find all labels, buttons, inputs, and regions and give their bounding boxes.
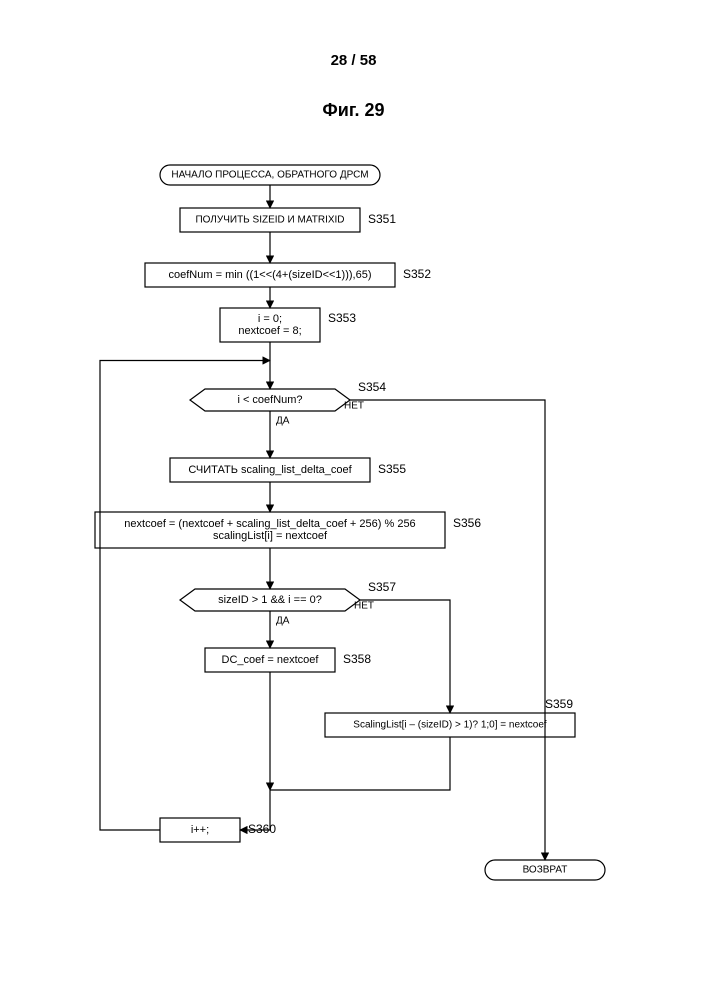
- flowchart: НАЧАЛО ПРОЦЕССА, ОБРАТНОГО ДРСМ ПОЛУЧИТЬ …: [0, 0, 707, 1000]
- s354-yes: ДА: [276, 416, 290, 427]
- start-terminal-label: НАЧАЛО ПРОЦЕССА, ОБРАТНОГО ДРСМ: [171, 170, 368, 181]
- s359-box-text: ScalingList[i – (sizeID) > 1)? 1;0] = ne…: [353, 720, 547, 731]
- s354-decision-text: i < coefNum?: [237, 394, 302, 406]
- s356-box-text: nextcoef = (nextcoef + scaling_list_delt…: [124, 518, 415, 530]
- flowline: [270, 737, 450, 790]
- s360-label: S360: [248, 822, 276, 836]
- s351-label: S351: [368, 212, 396, 226]
- return-terminal-label: ВОЗВРАТ: [523, 865, 568, 876]
- s353-label: S353: [328, 311, 356, 325]
- s358-label: S358: [343, 652, 371, 666]
- s354-label: S354: [358, 380, 386, 394]
- s357-decision-text: sizeID > 1 && i == 0?: [218, 594, 322, 606]
- s357-yes: ДА: [276, 616, 290, 627]
- s353-box-text: i = 0;: [258, 313, 282, 325]
- s357-no: НЕТ: [354, 601, 374, 612]
- s351-box-text: ПОЛУЧИТЬ SIZEID И MATRIXID: [195, 215, 344, 226]
- s356-label: S356: [453, 516, 481, 530]
- flowline: [360, 600, 450, 713]
- s355-box-text: СЧИТАТЬ scaling_list_delta_coef: [188, 464, 352, 476]
- s352-label: S352: [403, 267, 431, 281]
- s352-box-text: coefNum = min ((1<<(4+(sizeID<<1))),65): [169, 269, 372, 281]
- s357-label: S357: [368, 580, 396, 594]
- s354-no: НЕТ: [344, 401, 364, 412]
- s356-box-text: scalingList[i] = nextcoef: [213, 530, 328, 542]
- s355-label: S355: [378, 462, 406, 476]
- s360-box-text: i++;: [191, 824, 209, 836]
- s359-label: S359: [545, 697, 573, 711]
- s358-box-text: DC_coef = nextcoef: [222, 654, 320, 666]
- s353-box-text: nextcoef = 8;: [238, 325, 301, 337]
